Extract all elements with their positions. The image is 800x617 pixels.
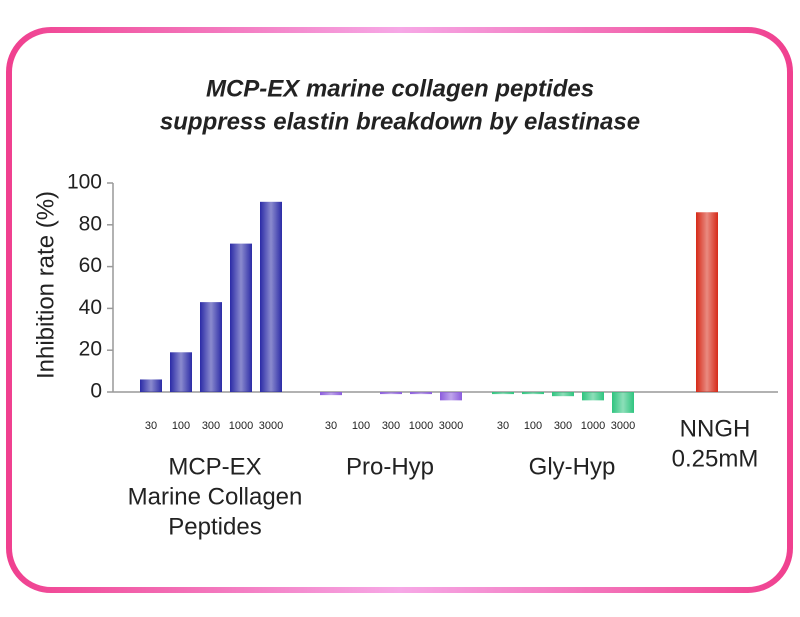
x-tick-label: 300 [554, 420, 572, 432]
bar [140, 379, 162, 392]
group-label: MCP-EX [168, 453, 261, 480]
y-tick-label: 100 [67, 171, 102, 194]
bar [552, 392, 574, 397]
bar [380, 392, 402, 395]
group-label: 0.25mM [672, 445, 759, 472]
x-tick-label: 3000 [611, 420, 635, 432]
group-label: Marine Collagen [128, 483, 303, 510]
bar [320, 392, 342, 396]
x-tick-label: 30 [145, 420, 157, 432]
y-tick-label: 40 [79, 296, 102, 319]
x-tick-label: 300 [382, 420, 400, 432]
bar [170, 352, 192, 392]
x-tick-label: 100 [524, 420, 542, 432]
chart-title: MCP-EX marine collagen peptides [206, 75, 594, 102]
group-label: Pro-Hyp [346, 453, 434, 480]
bar [522, 392, 544, 395]
group-label: Peptides [168, 513, 261, 540]
x-tick-label: 3000 [439, 420, 463, 432]
bar [612, 392, 634, 413]
x-tick-label: 30 [497, 420, 509, 432]
bar [440, 392, 462, 401]
x-tick-label: 3000 [259, 420, 283, 432]
frame [6, 27, 793, 593]
y-tick-label: 20 [79, 338, 102, 361]
x-tick-label: 1000 [409, 420, 433, 432]
bar [230, 243, 252, 392]
bar [260, 201, 282, 392]
chart-title: suppress elastin breakdown by elastinase [160, 108, 640, 135]
bar [410, 392, 432, 395]
y-tick-label: 0 [90, 380, 102, 403]
bar [492, 392, 514, 395]
x-tick-label: 1000 [229, 420, 253, 432]
bar [696, 212, 718, 392]
y-tick-label: 60 [79, 254, 102, 277]
x-tick-label: 100 [172, 420, 190, 432]
bar [200, 302, 222, 392]
group-label: NNGH [680, 415, 751, 442]
bar [582, 392, 604, 401]
y-tick-label: 80 [79, 212, 102, 235]
x-tick-label: 300 [202, 420, 220, 432]
x-tick-label: 30 [325, 420, 337, 432]
y-axis-label: Inhibition rate (%) [32, 191, 59, 379]
x-tick-label: 1000 [581, 420, 605, 432]
x-tick-label: 100 [352, 420, 370, 432]
group-label: Gly-Hyp [529, 453, 616, 480]
